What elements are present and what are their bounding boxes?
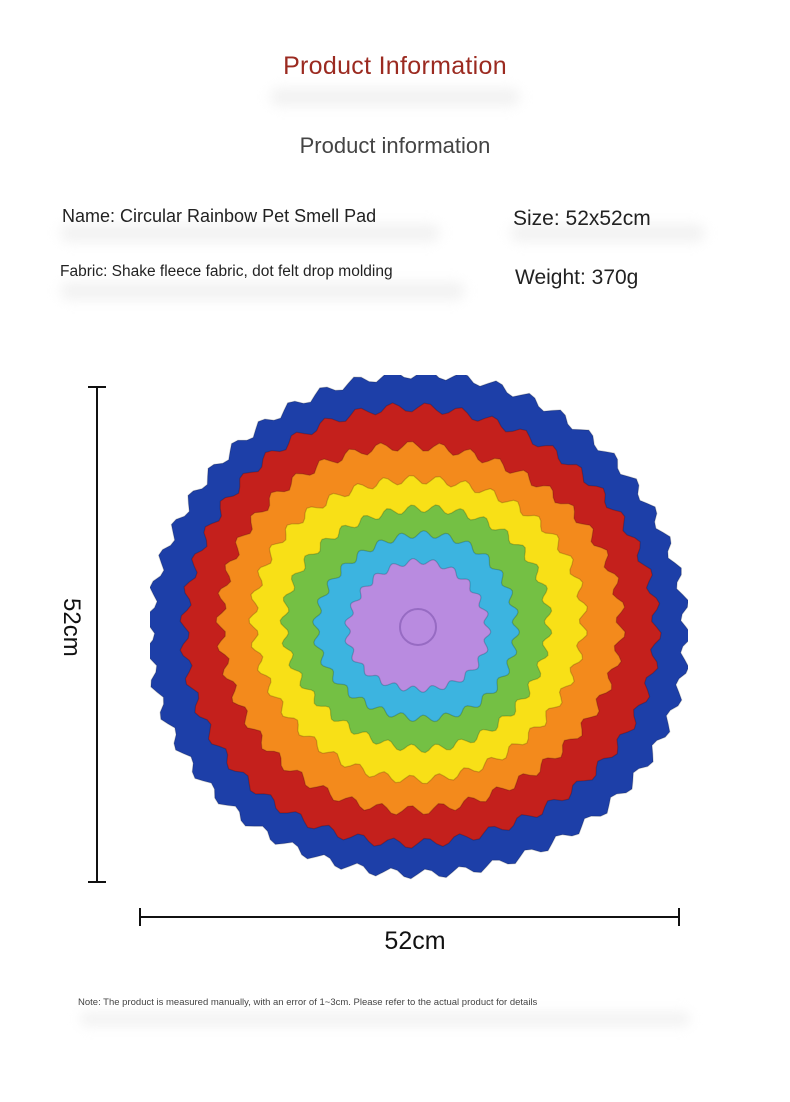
width-dimension-tick-left bbox=[139, 908, 141, 926]
product-size: Size: 52x52cm bbox=[513, 207, 651, 230]
width-dimension-line bbox=[140, 916, 680, 918]
section-subtitle: Product information bbox=[299, 133, 491, 158]
rainbow-snuffle-mat-image bbox=[150, 375, 688, 880]
title-shadow bbox=[270, 88, 520, 106]
note-shadow bbox=[80, 1012, 690, 1026]
height-dimension-line bbox=[96, 387, 98, 882]
page-title: Product Information bbox=[283, 52, 507, 80]
height-dimension-tick-top bbox=[88, 386, 106, 388]
measurement-note: Note: The product is measured manually, … bbox=[78, 997, 538, 1008]
height-dimension-tick-bottom bbox=[88, 881, 106, 883]
name-shadow bbox=[60, 224, 440, 242]
size-shadow bbox=[510, 224, 705, 242]
width-dimension-label: 52cm bbox=[384, 927, 446, 955]
width-dimension-tick-right bbox=[678, 908, 680, 926]
product-weight: Weight: 370g bbox=[515, 266, 639, 289]
mat-center-ruffle bbox=[399, 608, 437, 646]
fabric-shadow bbox=[60, 282, 465, 300]
product-name: Name: Circular Rainbow Pet Smell Pad bbox=[62, 206, 377, 226]
product-fabric: Fabric: Shake fleece fabric, dot felt dr… bbox=[60, 263, 393, 280]
height-dimension-label: 52cm bbox=[58, 598, 85, 657]
mat-ring-7 bbox=[344, 558, 492, 693]
